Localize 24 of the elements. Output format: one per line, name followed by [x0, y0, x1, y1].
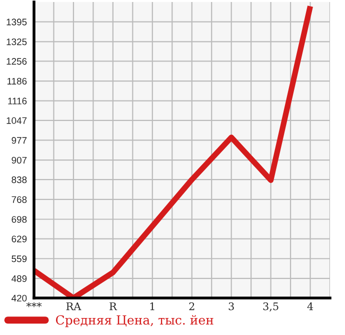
y-tick-label: 1325	[6, 38, 27, 46]
y-tick-label: 977	[12, 137, 27, 144]
x-tick-label: R	[110, 302, 118, 310]
y-tick-label: 1186	[7, 78, 27, 85]
y-tick-label: 629	[12, 236, 27, 242]
legend-label: Средняя Цена, тыс. йен	[56, 315, 214, 328]
y-tick-label: 768	[12, 196, 27, 203]
x-tick-label: 1	[150, 302, 154, 310]
y-tick-label: 1256	[6, 58, 27, 65]
x-tick-label: 3	[228, 302, 234, 310]
x-tick-label: 3,5	[263, 302, 278, 312]
y-tick-label: 1047	[6, 117, 27, 124]
y-tick-label: 1116	[8, 98, 27, 104]
x-tick-label: 4	[307, 302, 314, 310]
y-tick-label: 698	[12, 216, 27, 223]
y-tick-label: 559	[12, 255, 27, 262]
x-tick-label: RA	[66, 302, 82, 310]
y-tick-label: 420	[12, 294, 27, 302]
y-tick-label: 907	[12, 156, 27, 164]
x-tick-label: 2	[189, 302, 194, 310]
y-tick-label: 489	[12, 275, 27, 282]
y-tick-label: 1395	[6, 18, 27, 26]
x-tick-label: ***	[26, 302, 42, 308]
y-tick-label: 838	[12, 176, 27, 184]
